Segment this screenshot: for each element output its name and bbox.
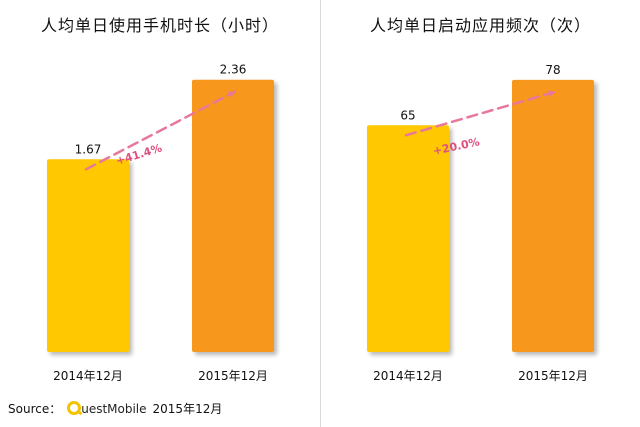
trend-arrow-icon (548, 90, 555, 97)
category-label: 2014年12月 (53, 369, 123, 383)
bar-2015 (192, 79, 274, 352)
source-date: 2015年12月 (152, 402, 223, 416)
bar-value-label: 2.36 (220, 63, 247, 77)
chart-title: 人均单日启动应用频次（次） (369, 16, 591, 35)
bar-value-label: 65 (400, 108, 415, 122)
category-label: 2014年12月 (373, 369, 443, 383)
questmobile-logo: uestMobile (67, 400, 147, 416)
bar-2014 (47, 159, 129, 352)
chart-panel-daily-usage-hours: 人均单日使用手机时长（小时） 1.67 2014年12月 2.36 2015年12月 +… (0, 0, 320, 394)
bar-2015 (512, 79, 594, 352)
category-label: 2015年12月 (518, 369, 588, 383)
chart-panel-daily-app-launches: 人均单日启动应用频次（次） 65 2014年12月 78 2015年12月 +20.0% (321, 0, 640, 394)
chart-title: 人均单日使用手机时长（小时） (40, 16, 279, 35)
category-label: 2015年12月 (198, 369, 268, 383)
trend-dashed-line (404, 90, 557, 137)
panel-divider (320, 0, 321, 427)
bar-value-label: 78 (545, 63, 560, 77)
trend-dashed-line (84, 90, 237, 171)
source-line: Source： uestMobile 2015年12月 (8, 400, 222, 417)
growth-rate-label: +41.4% (114, 142, 163, 168)
bar-value-label: 1.67 (75, 142, 102, 156)
chart-usage-hours-svg: 1.67 2014年12月 2.36 2015年12月 +41.4% (47, 63, 274, 383)
trend-arrow-icon (228, 91, 235, 98)
source-label: Source： (8, 402, 62, 416)
questmobile-q-icon (67, 400, 82, 415)
bar-2014 (367, 125, 449, 352)
questmobile-logo-text: uestMobile (81, 401, 147, 416)
